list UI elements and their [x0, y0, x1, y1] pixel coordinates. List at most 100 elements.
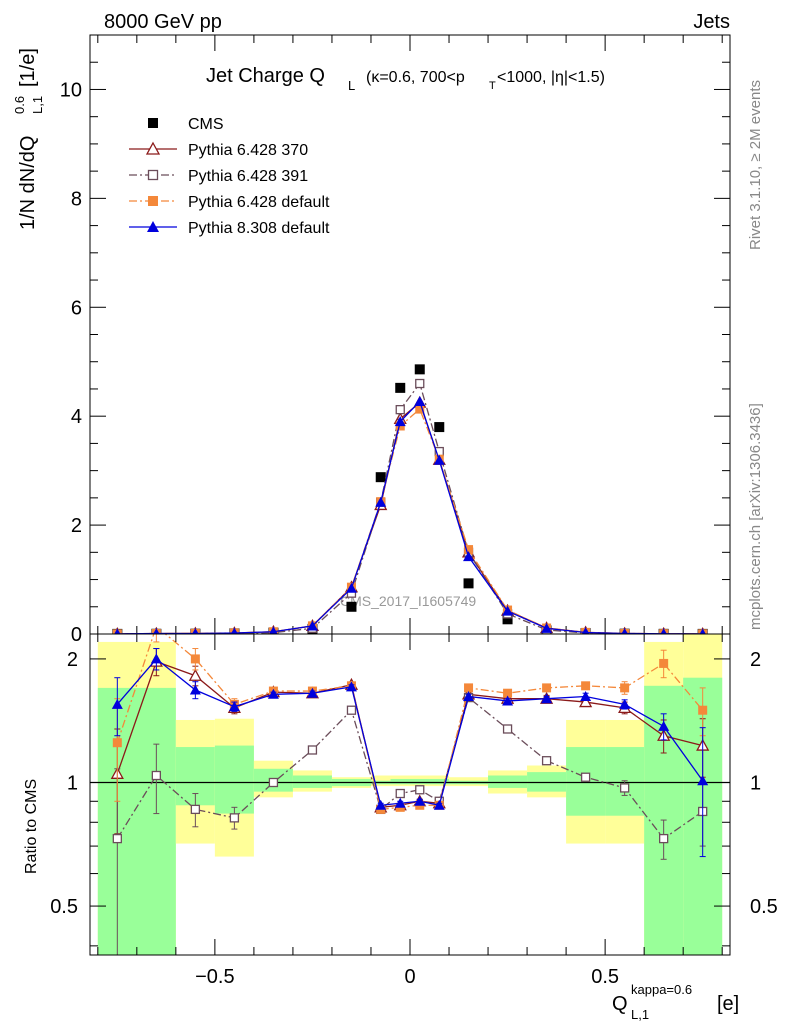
data-point-pythia-8-308-default: [621, 627, 628, 634]
data-point-cms: [463, 578, 474, 589]
ratio-y-axis-label: Ratio to CMS: [23, 779, 40, 874]
data-point-pythia-8-308-default: [230, 627, 238, 634]
ratio-point-pythia-8-308-default: [394, 797, 406, 808]
stat-uncertainty-band: [214, 745, 254, 814]
legend-item-pythia-6-428-391: Pythia 6.428 391: [129, 168, 308, 185]
xlabel-unit: [e]: [717, 993, 739, 1015]
main-y-tick-label: 6: [71, 297, 82, 319]
legend-label: Pythia 6.428 370: [188, 142, 308, 159]
mcplots-label: mcplots.cern.ch [arXiv:1306.3436]: [747, 403, 764, 630]
ratio-point-pythia-6-428-370: [579, 695, 593, 708]
ratio-point-pythia-6-428-391: [112, 833, 122, 844]
ratio-line-pythia-6-428-default: [116, 634, 704, 811]
main-y-tick-label: 10: [60, 79, 82, 101]
main-y-tick-label: 8: [71, 188, 82, 210]
ratio-point-pythia-6-428-391: [346, 705, 357, 715]
rivet-label: Rivet 3.1.10, ≥ 2M events: [747, 80, 764, 250]
data-point-pythia-8-308-default: [581, 627, 590, 634]
legend-label: CMS: [188, 116, 224, 133]
ratio-point-pythia-6-428-default: [620, 683, 630, 693]
data-point-pythia-8-308-default: [192, 627, 199, 634]
data-point-cms: [414, 364, 425, 375]
ratio-point-pythia-6-428-default: [659, 658, 669, 668]
ratio-point-pythia-6-428-391: [395, 788, 405, 799]
ratio-point-pythia-6-428-default: [112, 738, 122, 748]
data-point-pythia-6-428-default: [415, 404, 425, 414]
stat-uncertainty-band: [390, 778, 430, 785]
ratio-y-tick-label-right: 0.5: [750, 896, 778, 918]
ratio-content-group: [90, 634, 730, 955]
legend-item-pythia-8-308-default: Pythia 8.308 default: [129, 220, 330, 237]
ratio-point-pythia-6-428-default: [464, 683, 474, 693]
ratio-point-pythia-6-428-391: [415, 785, 425, 795]
ratio-point-pythia-8-308-default: [580, 690, 592, 701]
ratio-point-pythia-8-308-default: [414, 795, 426, 806]
main-ylabel-text: 1/N dN/dQ: [17, 136, 39, 230]
ratio-point-pythia-8-308-default: [345, 681, 357, 692]
main-panel: 0 2 4 6 8 10: [60, 34, 731, 646]
xlabel-text: Q: [612, 993, 628, 1015]
ratio-point-pythia-6-428-default: [542, 683, 552, 693]
stat-uncertainty-band: [292, 775, 332, 788]
data-point-pythia-8-308-default: [269, 626, 278, 634]
data-point-pythia-8-308-default: [345, 582, 357, 593]
legend: CMS Pythia 6.428 370 Pythia 6.428 391 Pythi…: [129, 116, 330, 237]
main-y-tick-label: 0: [71, 624, 82, 646]
legend-label: Pythia 8.308 default: [188, 220, 330, 237]
energy-label: 8000 GeV pp: [104, 11, 222, 33]
main-ylabel-unit: [1/e]: [17, 48, 39, 87]
ratio-point-pythia-8-308-default: [189, 684, 201, 695]
ratio-point-pythia-6-428-default: [503, 688, 513, 698]
xlabel-sub: L,1: [631, 1007, 649, 1022]
ratio-point-pythia-6-428-391: [151, 770, 161, 781]
data-point-pythia-6-428-default: [464, 545, 474, 555]
data-point-pythia-8-308-default: [114, 628, 121, 634]
legend-item-cms: CMS: [148, 116, 224, 133]
title-main: Jet Charge Q: [206, 65, 325, 87]
ratio-point-pythia-6-428-370: [188, 668, 202, 681]
ratio-point-pythia-6-428-391: [619, 783, 630, 793]
x-axis-label: Q kappa=0.6 L,1 [e]: [612, 982, 739, 1022]
data-point-pythia-8-308-default: [394, 416, 406, 427]
ratio-point-pythia-6-428-default: [581, 681, 591, 691]
data-point-pythia-8-308-default: [660, 628, 667, 634]
ratio-point-pythia-8-308-default: [228, 701, 240, 712]
legend-item-pythia-6-428-default: Pythia 6.428 default: [129, 194, 330, 211]
legend-item-pythia-6-428-370: Pythia 6.428 370: [129, 141, 308, 159]
ratio-point-pythia-8-308-default: [697, 775, 709, 786]
data-point-cms: [346, 601, 357, 612]
ratio-line-pythia-6-428-391: [116, 696, 704, 840]
ratio-point-pythia-6-428-default: [698, 705, 708, 715]
ratio-point-pythia-6-428-391: [307, 745, 318, 755]
ratio-point-pythia-6-428-391: [502, 724, 513, 734]
ratio-y-tick-label-left: 2: [67, 649, 78, 671]
legend-label: Pythia 6.428 default: [188, 194, 330, 211]
data-point-pythia-8-308-default: [463, 551, 475, 562]
main-series-group: [112, 364, 708, 634]
legend-label: Pythia 6.428 391: [188, 168, 308, 185]
legend-marker: [145, 141, 161, 155]
data-point-pythia-6-428-391: [415, 378, 425, 389]
main-y-axis-label: 1/N dN/dQ 0.6 L,1 [1/e]: [12, 48, 45, 230]
main-frame: [89, 34, 731, 635]
main-ylabel-sub: L,1: [30, 96, 45, 114]
ratio-point-pythia-6-428-391: [229, 813, 240, 823]
data-point-pythia-8-308-default: [699, 628, 706, 634]
ratio-line-pythia-8-308-default: [116, 658, 704, 807]
legend-marker: [148, 196, 158, 206]
title-rest-sub: T: [489, 80, 496, 92]
ratio-point-pythia-8-308-default: [502, 695, 514, 706]
chart-title: Jet Charge Q L (κ=0.6, 700<p T <1000, |η…: [206, 65, 605, 93]
data-point-pythia-8-308-default: [502, 605, 514, 616]
ratio-point-pythia-8-308-default: [150, 653, 162, 664]
stat-uncertainty-band: [527, 772, 567, 792]
ratio-point-pythia-8-308-default: [541, 693, 553, 704]
ratio-y-tick-label-left: 0.5: [50, 896, 78, 918]
xlabel-sup: kappa=0.6: [631, 982, 692, 997]
ratio-y-tick-label-right: 2: [750, 649, 761, 671]
ratio-point-pythia-6-428-391: [659, 833, 669, 844]
analysis-watermark: CMS_2017_I1605749: [340, 593, 476, 609]
ratio-panel: 0.5 0.5 1 1 2 2 −0.5 0 0.5: [50, 633, 778, 988]
legend-marker: [147, 169, 159, 181]
